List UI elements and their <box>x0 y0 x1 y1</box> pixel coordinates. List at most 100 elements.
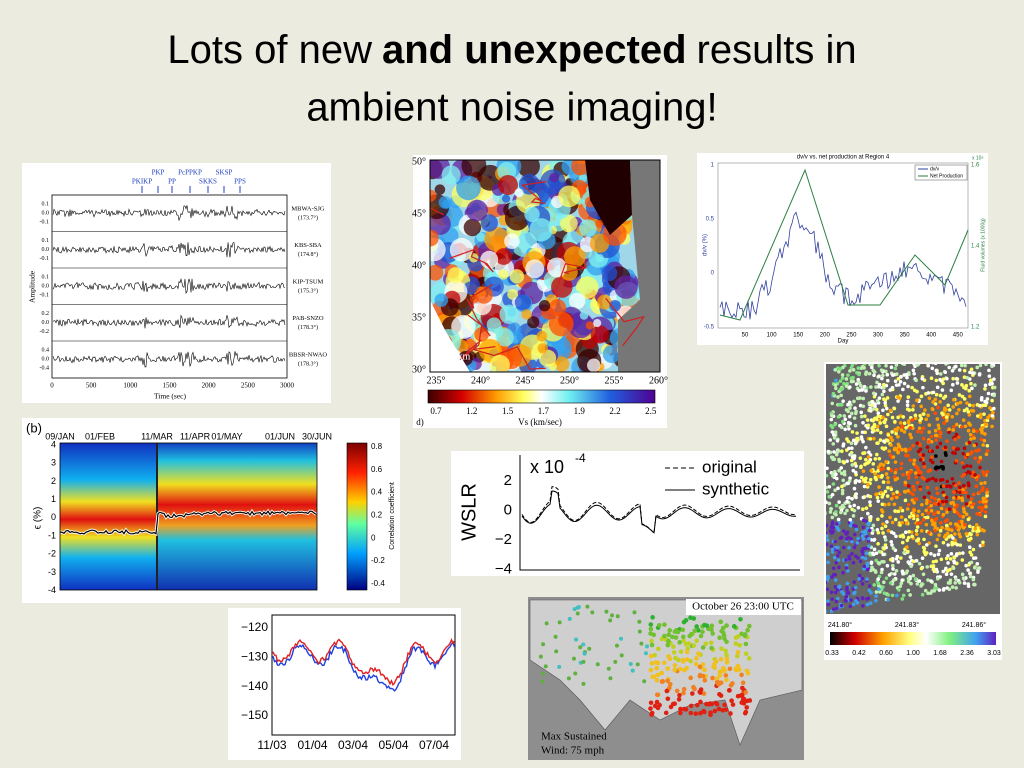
data-dot <box>892 578 896 582</box>
data-dot <box>961 451 966 456</box>
data-dot <box>984 452 989 457</box>
data-dot <box>861 396 866 401</box>
data-dot <box>955 411 959 416</box>
data-dot <box>861 439 865 444</box>
data-dot <box>827 485 832 489</box>
data-dot <box>845 459 849 463</box>
data-dot <box>983 403 988 408</box>
data-dot <box>990 398 994 403</box>
data-dot <box>878 430 883 435</box>
data-dot <box>925 498 929 503</box>
station-dot <box>665 666 670 671</box>
data-dot <box>968 432 973 437</box>
data-dot <box>839 466 844 470</box>
data-dot <box>862 564 867 569</box>
data-dot <box>826 609 828 614</box>
data-dot <box>906 535 911 540</box>
data-dot <box>866 596 871 601</box>
data-dot <box>957 532 962 536</box>
data-dot <box>819 544 823 548</box>
data-dot <box>896 426 900 430</box>
station-dot <box>722 668 727 673</box>
data-dot <box>821 522 825 526</box>
data-dot <box>906 419 911 423</box>
data-dot <box>940 411 944 415</box>
data-dot <box>933 364 938 366</box>
station-dot <box>744 668 750 674</box>
data-dot <box>935 486 939 491</box>
colorbar-tick: 0.6 <box>371 465 383 474</box>
data-dot <box>915 525 920 529</box>
y-tick-label: −150 <box>241 708 268 722</box>
data-dot <box>984 422 989 427</box>
station-dot <box>717 669 723 675</box>
data-dot <box>835 606 839 611</box>
data-dot <box>906 588 911 593</box>
data-dot <box>885 372 890 377</box>
data-dot <box>990 413 995 418</box>
data-dot <box>900 520 904 525</box>
data-dot <box>866 482 870 487</box>
data-dot <box>862 477 866 482</box>
y-tick-label: 0.0 <box>42 210 50 216</box>
data-dot <box>893 517 898 522</box>
colorbar-tick: 2.2 <box>609 406 620 416</box>
station-dot <box>681 686 687 692</box>
station-dot <box>688 675 693 681</box>
data-dot <box>874 558 878 563</box>
data-dot <box>951 428 956 432</box>
y-tick-label: 2 <box>51 476 56 486</box>
station-dot <box>656 646 661 652</box>
data-dot <box>819 606 823 610</box>
data-dot <box>939 506 944 511</box>
station-dot <box>648 626 654 632</box>
legend-label: synthetic <box>702 479 770 498</box>
data-dot <box>817 575 821 579</box>
data-dot <box>913 577 918 582</box>
data-dot <box>945 510 949 515</box>
data-dot <box>949 572 954 576</box>
data-dot <box>902 550 906 555</box>
data-dot <box>927 396 932 400</box>
seismogram <box>52 205 286 222</box>
data-dot <box>918 453 923 457</box>
y2-tick-label: 1.2 <box>971 325 980 331</box>
data-dot <box>908 593 912 597</box>
colorbar-tick: 1.00 <box>906 650 920 657</box>
data-dot <box>836 395 840 399</box>
data-dot <box>932 553 937 558</box>
station-dot <box>717 635 722 641</box>
data-dot <box>842 414 847 418</box>
data-dot <box>872 373 876 378</box>
data-dot <box>835 554 840 558</box>
data-dot <box>894 372 899 376</box>
data-dot <box>938 393 943 398</box>
data-dot <box>826 485 829 490</box>
data-dot <box>938 400 942 404</box>
station-dot <box>709 645 714 651</box>
data-dot <box>907 515 912 519</box>
data-dot <box>888 557 893 562</box>
data-dot <box>848 406 852 410</box>
data-dot <box>883 535 887 539</box>
station-dot <box>697 689 703 695</box>
data-dot <box>863 532 868 536</box>
data-dot <box>940 525 944 530</box>
data-dot <box>938 430 943 435</box>
data-dot <box>893 366 898 371</box>
seismogram <box>52 351 286 368</box>
data-dot <box>829 525 834 529</box>
axis-label: Amplitude <box>28 270 37 303</box>
data-dot <box>932 347 936 351</box>
data-dot <box>926 578 930 582</box>
data-dot <box>826 490 830 494</box>
data-dot <box>859 435 864 439</box>
data-dot <box>833 578 838 582</box>
colorbar <box>346 442 368 591</box>
data-dot <box>962 397 967 401</box>
data-dot <box>843 427 847 432</box>
data-dot <box>894 428 899 433</box>
station-dot <box>717 673 723 678</box>
map-blob <box>549 172 559 183</box>
x-tick-label: 400 <box>926 333 937 339</box>
